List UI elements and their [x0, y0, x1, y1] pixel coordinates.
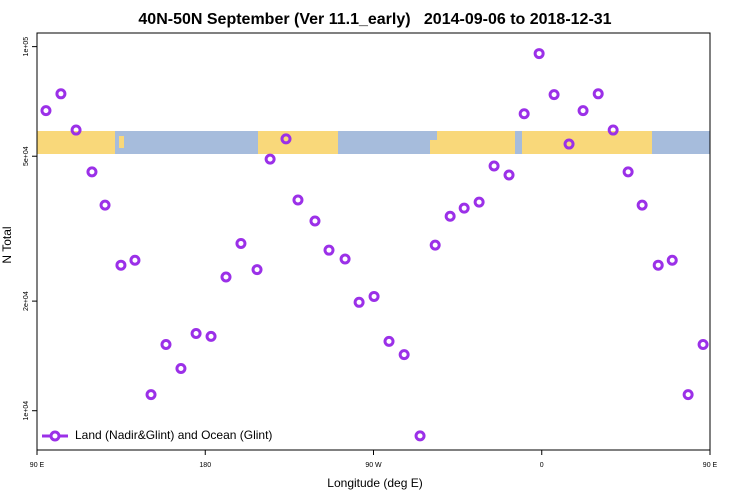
- y-tick-label: 2e+04: [23, 291, 30, 311]
- point: [488, 160, 500, 172]
- legend-label: Land (Nadir&Glint) and Ocean (Glint): [75, 428, 272, 442]
- point: [682, 389, 694, 401]
- point: [607, 124, 619, 136]
- point: [622, 166, 634, 178]
- point: [652, 259, 664, 271]
- point: [339, 253, 351, 265]
- point: [398, 349, 410, 361]
- point: [636, 199, 648, 211]
- point: [220, 271, 232, 283]
- map-strip: [37, 131, 710, 154]
- point: [280, 133, 292, 145]
- point: [323, 244, 335, 256]
- point: [292, 194, 304, 206]
- point: [115, 259, 127, 271]
- point: [548, 89, 560, 101]
- point: [145, 389, 157, 401]
- y-tick-label: 1e+04: [23, 401, 30, 421]
- point: [429, 239, 441, 251]
- point: [205, 330, 217, 342]
- point: [383, 335, 395, 347]
- legend-marker: [49, 430, 61, 442]
- point: [55, 88, 67, 100]
- point: [190, 327, 202, 339]
- point: [99, 199, 111, 211]
- x-tick-label: 90 E: [30, 462, 45, 469]
- point: [129, 254, 141, 266]
- point: [518, 108, 530, 120]
- point: [86, 166, 98, 178]
- point: [414, 430, 426, 442]
- point: [235, 237, 247, 249]
- x-tick-label: 180: [199, 462, 211, 469]
- x-tick-label: 90 E: [703, 462, 718, 469]
- point: [697, 339, 709, 351]
- chart-title: 40N-50N September (Ver 11.1_early) 2014-…: [138, 11, 611, 28]
- point: [666, 254, 678, 266]
- y-tick-label: 1e+05: [23, 37, 30, 57]
- point: [175, 362, 187, 374]
- point: [592, 88, 604, 100]
- point: [473, 196, 485, 208]
- x-tick-label: 90 W: [365, 462, 382, 469]
- point: [503, 169, 515, 181]
- point: [40, 105, 52, 117]
- point: [563, 138, 575, 150]
- point: [160, 339, 172, 351]
- y-tick-label: 5e+04: [23, 146, 30, 166]
- point: [533, 48, 545, 60]
- x-axis-label: Longitude (deg E): [327, 476, 422, 490]
- point: [458, 202, 470, 214]
- plot-frame: [36, 32, 711, 451]
- point: [368, 290, 380, 302]
- point: [264, 153, 276, 165]
- point: [309, 215, 321, 227]
- point: [577, 105, 589, 117]
- point: [251, 264, 263, 276]
- y-axis-label: N Total: [0, 226, 14, 263]
- point: [70, 124, 82, 136]
- point: [444, 210, 456, 222]
- x-tick-label: 0: [540, 462, 544, 469]
- point: [353, 296, 365, 308]
